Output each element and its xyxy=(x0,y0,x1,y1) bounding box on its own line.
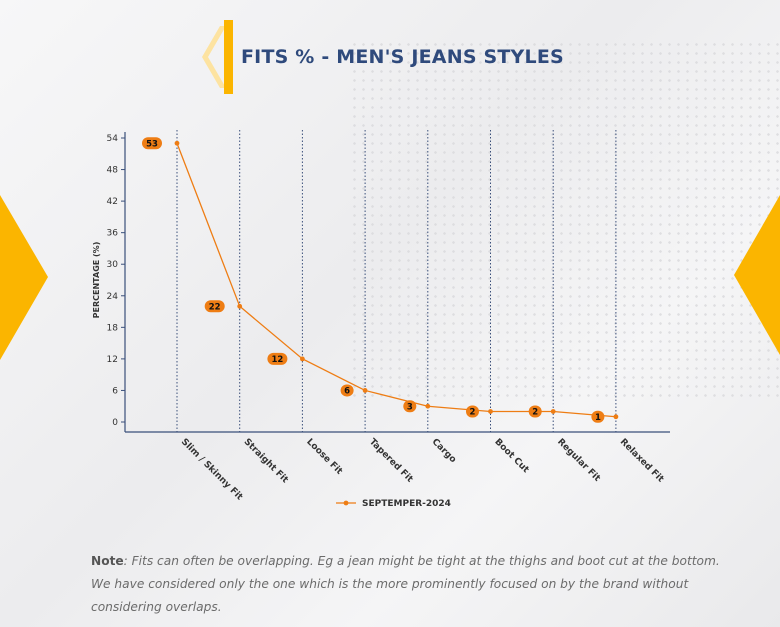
data-label-badge xyxy=(591,410,605,423)
data-label-badge xyxy=(403,400,417,413)
data-label: 12 xyxy=(271,355,283,365)
data-label: 1 xyxy=(595,413,601,423)
title-chevron-icon xyxy=(202,20,233,94)
data-label-badge xyxy=(528,405,542,418)
data-point xyxy=(237,303,243,309)
data-point xyxy=(550,409,556,414)
legend-marker xyxy=(343,500,349,506)
x-tick-label: Tapered Fit xyxy=(367,437,415,485)
data-point xyxy=(300,356,305,362)
data-point xyxy=(488,409,493,414)
y-tick-label: 42 xyxy=(107,197,118,207)
y-axis-label: PERCENTAGE (%) xyxy=(92,242,101,319)
x-tick-label: Boot Cut xyxy=(492,437,531,476)
x-tick-label: Regular Fit xyxy=(555,437,602,484)
data-label-badge xyxy=(204,300,225,313)
data-label-badge xyxy=(340,384,354,397)
x-tick-label: Loose Fit xyxy=(304,437,344,477)
y-tick-label: 18 xyxy=(107,323,119,333)
x-tick-label: Straight Fit xyxy=(242,437,291,486)
y-tick-label: 54 xyxy=(107,134,119,144)
data-label-badge xyxy=(142,137,162,150)
dot-pattern xyxy=(350,40,780,400)
x-tick-label: Cargo xyxy=(430,437,458,465)
data-label: 2 xyxy=(532,408,538,418)
left-triangle-decoration xyxy=(0,195,48,360)
x-tick-label: Slim / Skinny Fit xyxy=(179,437,245,503)
right-triangle-decoration xyxy=(734,195,780,355)
data-label: 53 xyxy=(146,139,158,149)
series-line xyxy=(176,143,616,418)
data-label-badge xyxy=(267,352,288,365)
data-point xyxy=(174,140,180,146)
data-label: 3 xyxy=(407,402,413,412)
y-tick-label: 36 xyxy=(107,229,119,239)
data-label-badge xyxy=(466,405,479,418)
data-label: 6 xyxy=(344,387,350,397)
y-tick-label: 48 xyxy=(107,166,119,176)
y-tick-label: 24 xyxy=(107,292,119,302)
data-point xyxy=(613,414,619,420)
data-point xyxy=(425,403,431,409)
x-tick-label: Relaxed Fit xyxy=(618,437,666,485)
y-tick-label: 6 xyxy=(112,386,118,396)
note-label: Note xyxy=(91,554,124,568)
page-title: FITS % - MEN'S JEANS STYLES xyxy=(241,46,564,68)
legend-label: SEPTEMPER-2024 xyxy=(362,499,451,509)
y-tick-label: 30 xyxy=(107,260,119,270)
note-text: : Fits can often be overlapping. Eg a je… xyxy=(91,554,720,614)
data-label: 2 xyxy=(470,408,476,418)
data-point xyxy=(362,388,368,393)
y-tick-label: 12 xyxy=(107,355,118,365)
footnote: Note: Fits can often be overlapping. Eg … xyxy=(91,550,731,619)
y-tick-label: 0 xyxy=(112,418,118,428)
data-label: 22 xyxy=(209,302,221,312)
